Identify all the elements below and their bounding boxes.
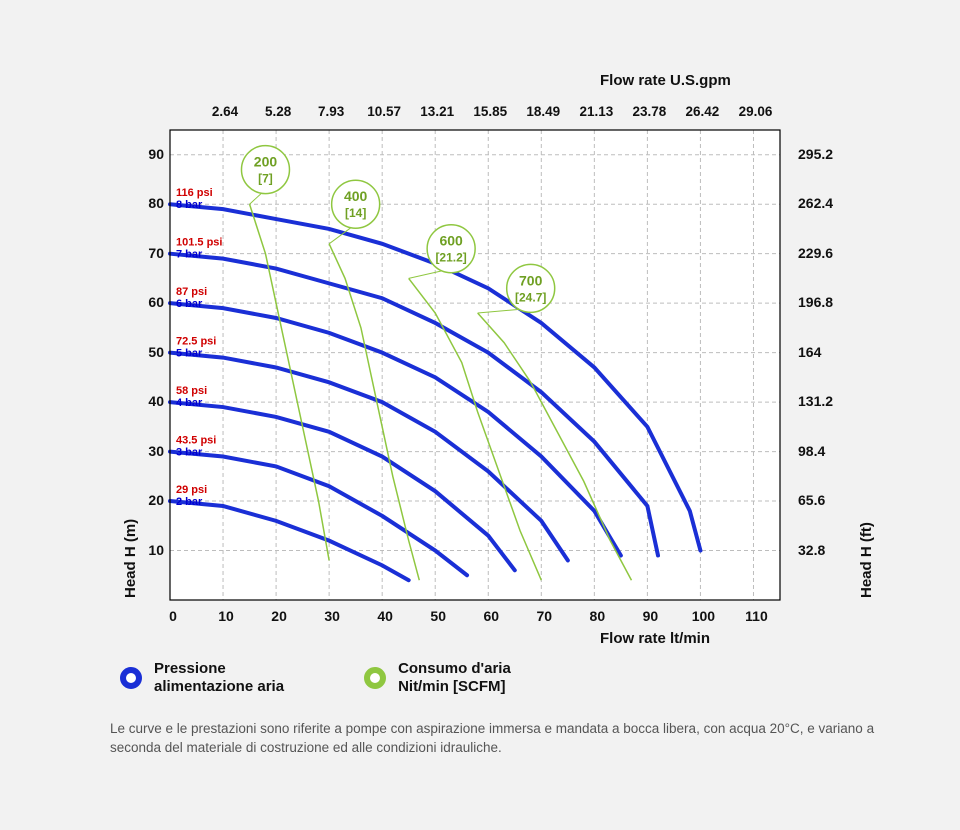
bar-label: 6 bar: [176, 298, 203, 310]
x-tick-bottom: 90: [635, 608, 665, 624]
y-left-title: Head H (m): [122, 519, 139, 598]
bar-label: 3 bar: [176, 447, 203, 459]
air-nlmin: 400: [344, 188, 368, 204]
x-tick-bottom: 0: [158, 608, 188, 624]
legend-item: Pressionealimentazione aria: [120, 660, 284, 696]
air-badge: 200[7]: [241, 146, 289, 194]
air-nlmin: 600: [439, 233, 463, 249]
psi-label: 43.5 psi: [176, 435, 216, 447]
y-right-title: Head H (ft): [858, 522, 875, 598]
air-nlmin: 200: [254, 154, 278, 170]
x-tick-top: 29.06: [733, 104, 777, 119]
footnote: Le curve e le prestazioni sono riferite …: [110, 720, 910, 758]
y-tick-right: 295.2: [798, 146, 833, 162]
legend: Pressionealimentazione aria Consumo d'ari…: [120, 660, 511, 696]
psi-label: 87 psi: [176, 286, 207, 298]
x-tick-bottom: 100: [688, 608, 718, 624]
y-tick-left: 30: [136, 443, 164, 459]
x-tick-top: 10.57: [362, 104, 406, 119]
x-tick-top: 21.13: [574, 104, 618, 119]
bar-label: 7 bar: [176, 249, 203, 261]
y-tick-left: 10: [136, 542, 164, 558]
legend-line1: Pressione: [154, 660, 284, 678]
x-tick-bottom: 50: [423, 608, 453, 624]
air-nlmin: 700: [519, 272, 543, 288]
y-tick-right: 65.6: [798, 492, 825, 508]
x-tick-bottom: 70: [529, 608, 559, 624]
psi-label: 29 psi: [176, 484, 207, 496]
x-tick-top: 18.49: [521, 104, 565, 119]
air-scfm: [24.7]: [515, 290, 546, 304]
x-tick-top: 2.64: [203, 104, 247, 119]
air-scfm: [21.2]: [435, 251, 466, 265]
legend-label: Pressionealimentazione aria: [154, 660, 284, 696]
x-tick-bottom: 80: [582, 608, 612, 624]
x-bottom-title: Flow rate lt/min: [600, 630, 710, 647]
psi-label: 101.5 psi: [176, 237, 222, 249]
y-tick-left: 80: [136, 195, 164, 211]
x-tick-top: 7.93: [309, 104, 353, 119]
y-tick-right: 164: [798, 344, 821, 360]
x-tick-bottom: 60: [476, 608, 506, 624]
y-tick-left: 60: [136, 294, 164, 310]
x-tick-top: 5.28: [256, 104, 300, 119]
x-tick-bottom: 40: [370, 608, 400, 624]
x-tick-bottom: 110: [741, 608, 771, 624]
psi-label: 116 psi: [176, 187, 213, 199]
y-tick-left: 20: [136, 492, 164, 508]
air-scfm: [14]: [345, 206, 366, 220]
legend-line2: Nit/min [SCFM]: [398, 678, 511, 696]
air-scfm: [7]: [258, 172, 273, 186]
legend-item: Consumo d'ariaNit/min [SCFM]: [364, 660, 511, 696]
air-badge: 700 [24.7]: [507, 264, 555, 312]
x-tick-bottom: 20: [264, 608, 294, 624]
y-tick-right: 262.4: [798, 195, 833, 211]
psi-label: 58 psi: [176, 385, 207, 397]
x-top-title: Flow rate U.S.gpm: [600, 72, 731, 89]
legend-line2: alimentazione aria: [154, 678, 284, 696]
legend-line1: Consumo d'aria: [398, 660, 511, 678]
x-tick-top: 23.78: [627, 104, 671, 119]
x-tick-top: 13.21: [415, 104, 459, 119]
bar-label: 2 bar: [176, 496, 203, 508]
y-tick-left: 50: [136, 344, 164, 360]
x-tick-top: 15.85: [468, 104, 512, 119]
air-badge: 600 [21.2]: [427, 225, 475, 273]
x-tick-bottom: 30: [317, 608, 347, 624]
y-tick-right: 98.4: [798, 443, 825, 459]
y-tick-left: 90: [136, 146, 164, 162]
air-badge: 400 [14]: [332, 180, 380, 228]
pump-chart: 29 psi2 bar 43.5 psi3 bar 58 psi4 bar 72.5 …: [0, 0, 960, 660]
y-tick-left: 40: [136, 393, 164, 409]
psi-label: 72.5 psi: [176, 336, 216, 348]
y-tick-right: 32.8: [798, 542, 825, 558]
y-tick-right: 196.8: [798, 294, 833, 310]
legend-swatch-icon: [364, 667, 386, 689]
bar-label: 4 bar: [176, 397, 203, 409]
bar-label: 5 bar: [176, 348, 203, 360]
legend-label: Consumo d'ariaNit/min [SCFM]: [398, 660, 511, 696]
y-tick-right: 131.2: [798, 393, 833, 409]
bar-label: 8 bar: [176, 199, 203, 211]
y-tick-left: 70: [136, 245, 164, 261]
x-tick-top: 26.42: [680, 104, 724, 119]
legend-swatch-icon: [120, 667, 142, 689]
x-tick-bottom: 10: [211, 608, 241, 624]
y-tick-right: 229.6: [798, 245, 833, 261]
